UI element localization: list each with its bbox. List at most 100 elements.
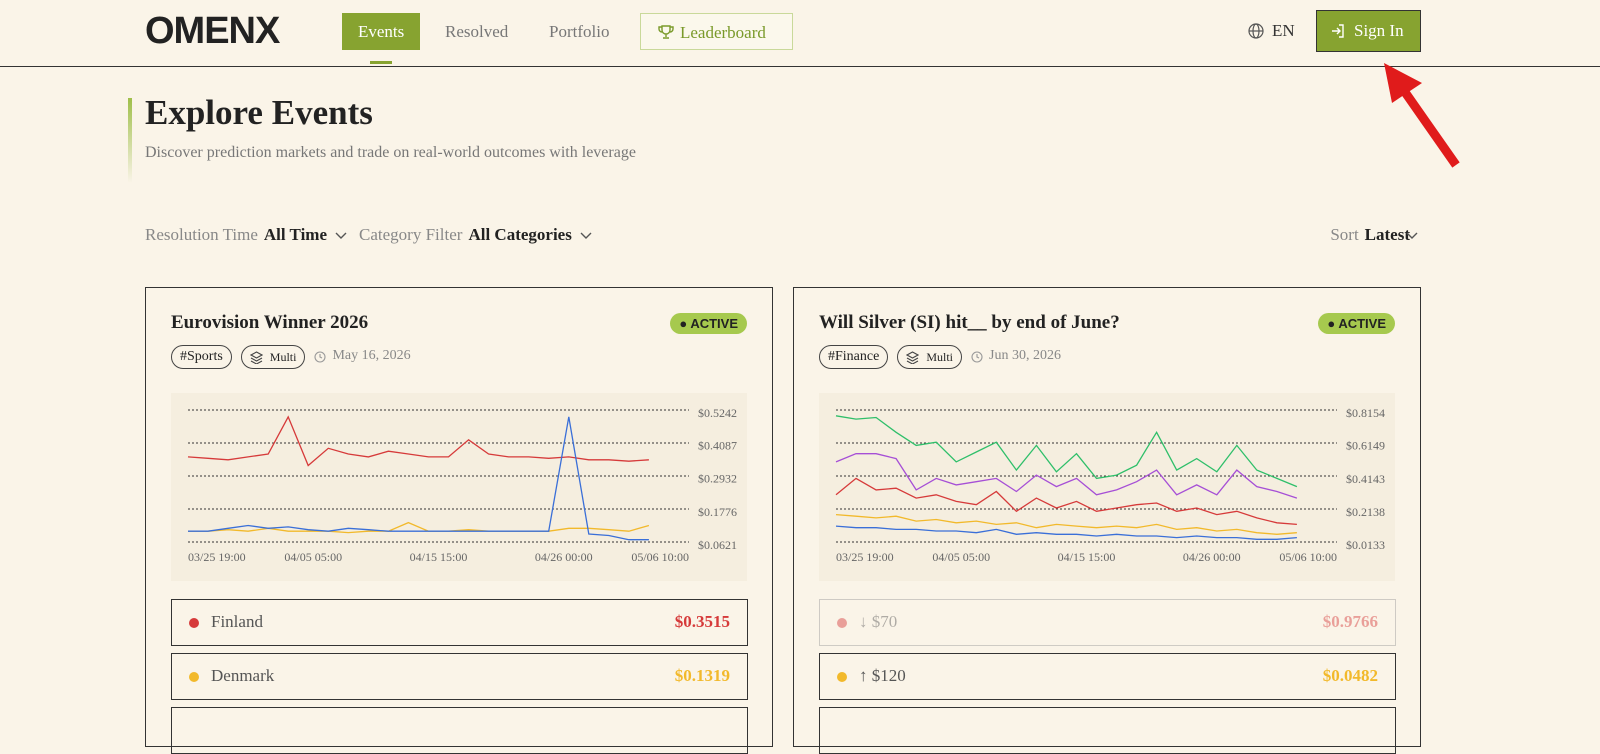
- event-card[interactable]: Will Silver (SI) hit__ by end of June? ● …: [793, 287, 1421, 754]
- outcome-price: $0.3515: [674, 612, 730, 631]
- kind-pill: Multi: [897, 345, 962, 369]
- nav-item[interactable]: Portfolio: [533, 13, 625, 50]
- outcome-dot: [837, 672, 847, 682]
- outcome-dot: [189, 618, 199, 628]
- filter-value: All Categories: [468, 225, 572, 244]
- outcome-name: Denmark: [211, 666, 275, 685]
- layers-icon: [906, 351, 920, 364]
- sort-label: Sort: [1330, 225, 1359, 244]
- sign-in-label: Sign In: [1354, 21, 1404, 40]
- kind-pill: Multi: [240, 345, 306, 369]
- nav-label: Resolved: [445, 22, 509, 41]
- clock-hands: [976, 354, 980, 359]
- price-chart: $0.8154 $0.6149 $0.4143 $0.2138 $0.0133 03/25…: [819, 393, 1395, 581]
- title-accent: [128, 98, 132, 183]
- series-line: [835, 477, 1297, 526]
- sign-in-icon: [1332, 24, 1344, 38]
- series-line: [835, 453, 1298, 499]
- nav-label: Leaderboard: [680, 23, 766, 42]
- kind-label: Multi: [926, 350, 953, 364]
- page-title: Explore Events: [145, 93, 373, 132]
- outcome-price: $0.9766: [1322, 612, 1378, 631]
- x-tick-label: 03/25 19:00: [188, 550, 246, 564]
- annotation-arrow: [1384, 63, 1460, 168]
- y-tick-label: $0.5242: [698, 406, 737, 420]
- outcome-name: ↓ $70: [859, 612, 898, 631]
- y-tick-label: $0.4143: [1346, 472, 1385, 486]
- nav-item[interactable]: Resolved: [429, 13, 524, 50]
- outcome-row[interactable]: Finland $0.3515: [171, 599, 748, 646]
- nav-item[interactable]: Leaderboard: [640, 13, 793, 50]
- filter[interactable]: Resolution Time All Time: [145, 225, 327, 245]
- filter-value: All Time: [263, 225, 328, 244]
- x-tick-label: 04/05 05:00: [284, 550, 342, 564]
- chevron: [335, 232, 347, 239]
- chevron-icon: [335, 232, 347, 239]
- sign-in-button[interactable]: Sign In: [1316, 10, 1421, 52]
- status-badge: ● ACTIVE: [670, 313, 747, 334]
- layers: [906, 351, 920, 364]
- outcome-row[interactable]: [171, 707, 748, 754]
- sort[interactable]: Sort Latest: [1330, 225, 1410, 245]
- outcome-row[interactable]: ↑ $120 $0.0482: [819, 653, 1396, 700]
- sort-value: Latest: [1364, 225, 1410, 244]
- outcome-price: $0.1319: [674, 666, 730, 685]
- outcome-name: ↑ $120: [859, 666, 906, 685]
- outcome-row[interactable]: Denmark $0.1319: [171, 653, 748, 700]
- status-badge: ● ACTIVE: [1318, 313, 1395, 334]
- x-tick-label: 05/06 10:00: [631, 550, 689, 564]
- clock: [971, 351, 983, 363]
- x-tick-label: 03/25 19:00: [836, 550, 894, 564]
- filter-label: Resolution Time: [145, 225, 258, 244]
- clock: [314, 351, 327, 363]
- trophy-icon: [658, 25, 674, 39]
- series-line: [187, 415, 649, 467]
- x-tick-label: 04/26 00:00: [535, 550, 593, 564]
- outcome-row[interactable]: ↓ $70 $0.9766: [819, 599, 1396, 646]
- outcome-dot: [189, 672, 199, 682]
- series-line: [835, 525, 1297, 540]
- filter-label: Category Filter: [359, 225, 463, 244]
- y-tick-label: $0.0133: [1346, 538, 1385, 552]
- outcome-dot: [837, 618, 847, 628]
- trophy: [658, 25, 674, 39]
- outcome-name: Finland: [211, 612, 263, 631]
- x-tick-label: 05/06 10:00: [1279, 550, 1337, 564]
- nav-label: Portfolio: [549, 22, 610, 41]
- y-tick-label: $0.2138: [1346, 505, 1385, 519]
- kind-label: Multi: [269, 350, 297, 364]
- globe-icon: [1248, 23, 1264, 39]
- y-tick-label: $0.4087: [698, 439, 737, 453]
- clock-icon: [971, 351, 983, 363]
- x-tick-label: 04/05 05:00: [932, 550, 990, 564]
- language[interactable]: EN: [1272, 21, 1295, 40]
- outcome-row[interactable]: [819, 707, 1396, 754]
- nav-label: Events: [358, 22, 405, 41]
- clock-hands: [319, 354, 323, 359]
- x-tick-label: 04/15 15:00: [1058, 550, 1116, 564]
- event-card[interactable]: Eurovision Winner 2026 ● ACTIVE #Sports Mul…: [145, 287, 773, 754]
- y-tick-label: $0.1776: [698, 505, 737, 519]
- page: OMENX EN Sign In Events Resolved Portfolio…: [0, 10, 1600, 754]
- filter[interactable]: Category Filter All Categories: [359, 225, 572, 245]
- series-line: [188, 521, 650, 534]
- price-chart: $0.5242 $0.4087 $0.2932 $0.1776 $0.0621 03/25…: [171, 393, 747, 581]
- tag-pill: #Finance: [819, 345, 889, 369]
- layers-icon: [249, 351, 263, 364]
- y-tick-label: $0.6149: [1346, 439, 1385, 453]
- series-line: [188, 416, 649, 541]
- chevron: [1406, 232, 1418, 239]
- page-subtitle: Discover prediction markets and trade on…: [145, 144, 636, 161]
- tag-pill: #Sports: [171, 345, 232, 369]
- nav-item[interactable]: Events: [342, 13, 421, 64]
- series-line: [835, 513, 1297, 535]
- y-tick-label: $0.0621: [698, 538, 737, 552]
- clock-icon: [314, 351, 327, 363]
- logo[interactable]: OMENX: [145, 10, 280, 52]
- event-date: Jun 30, 2026: [989, 348, 1061, 363]
- series-line: [835, 415, 1298, 488]
- event-date: May 16, 2026: [332, 348, 411, 363]
- layers: [249, 351, 263, 364]
- y-tick-label: $0.2932: [698, 472, 737, 486]
- card-title: Will Silver (SI) hit__ by end of June?: [819, 312, 1120, 333]
